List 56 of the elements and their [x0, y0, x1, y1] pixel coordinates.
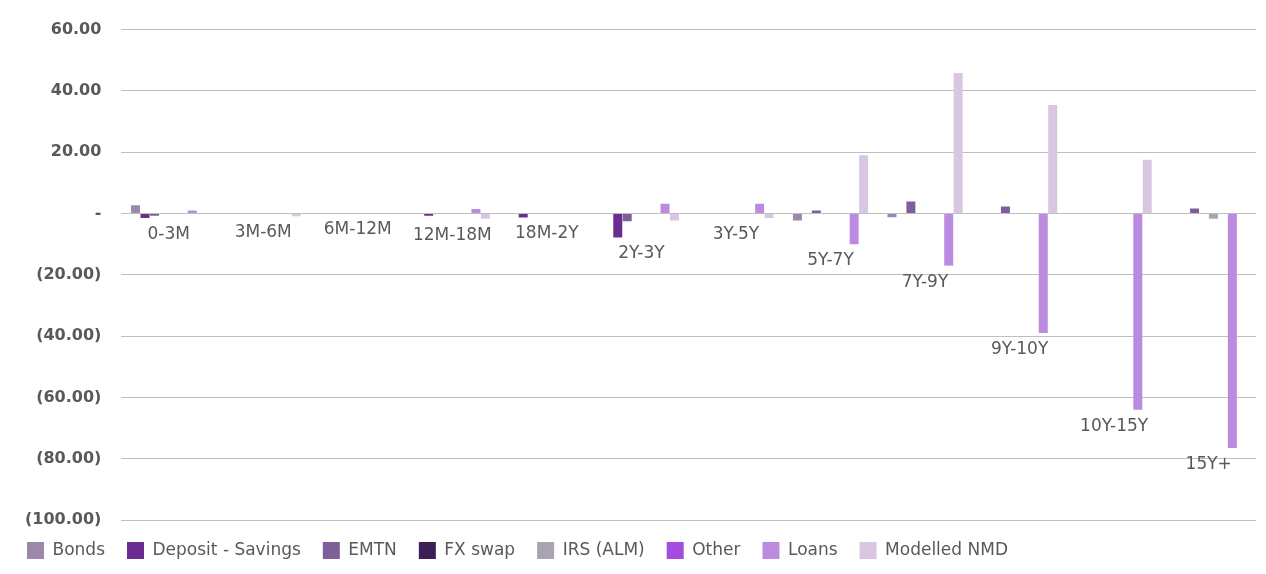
- x-tick-label: 18M-2Y: [515, 222, 580, 243]
- x-tick-label: 12M-18M: [412, 223, 492, 244]
- bar: [906, 201, 916, 213]
- y-tick-label: (100.00): [24, 509, 102, 529]
- bar: [811, 210, 821, 213]
- bar: [953, 73, 963, 213]
- bar: [1038, 214, 1048, 334]
- x-tick-label: 5Y-7Y: [807, 249, 855, 270]
- bar: [1000, 206, 1010, 213]
- bar: [792, 214, 802, 221]
- bar: [944, 214, 954, 266]
- bar: [859, 155, 869, 213]
- bar: [1133, 214, 1143, 410]
- bar: [849, 214, 859, 245]
- y-tick-label: 20.00: [50, 141, 102, 161]
- x-tick-label: 2Y-3Y: [618, 242, 666, 263]
- bar: [1208, 214, 1218, 219]
- bar: [471, 208, 481, 213]
- x-tick-label: 3M-6M: [234, 221, 292, 242]
- legend-label: Bonds: [52, 538, 106, 559]
- bar: [755, 203, 765, 213]
- legend-label: Other: [692, 538, 741, 559]
- legend-label: Modelled NMD: [885, 538, 1008, 559]
- bar: [1142, 159, 1152, 213]
- y-tick-label: (60.00): [36, 386, 102, 406]
- y-tick-label: 40.00: [50, 80, 102, 100]
- x-tick-label: 15Y+: [1185, 452, 1232, 473]
- bar: [887, 214, 897, 218]
- bar: [131, 205, 141, 213]
- x-tick-label: 3Y-5Y: [712, 223, 760, 244]
- y-tick-label: (40.00): [36, 325, 102, 345]
- legend-label: Loans: [787, 538, 838, 559]
- bar: [1048, 105, 1058, 213]
- x-tick-label: 7Y-9Y: [901, 270, 949, 291]
- x-tick-label: 10Y-15Y: [1080, 414, 1149, 435]
- legend-label: IRS (ALM): [562, 538, 645, 559]
- bar: [613, 214, 623, 238]
- y-tick-label: 60.00: [50, 18, 102, 38]
- y-tick-label: -: [94, 202, 102, 222]
- bar: [480, 214, 490, 219]
- legend-label: EMTN: [348, 538, 397, 559]
- bar: [291, 214, 301, 217]
- bar: [660, 203, 670, 213]
- bar: [1227, 214, 1237, 448]
- y-tick-label: (20.00): [36, 263, 102, 283]
- legend-label: FX swap: [444, 538, 516, 559]
- bar: [670, 214, 679, 221]
- x-tick-label: 6M-12M: [323, 218, 392, 239]
- bar: [622, 214, 632, 222]
- bar: [1190, 208, 1200, 213]
- y-tick-label: (80.00): [36, 447, 102, 467]
- legend-label: Deposit - Savings: [152, 538, 301, 559]
- x-tick-label: 9Y-10Y: [990, 337, 1049, 358]
- bar: [764, 214, 774, 219]
- x-tick-label: 0-3M: [147, 223, 190, 244]
- bar: [187, 210, 197, 213]
